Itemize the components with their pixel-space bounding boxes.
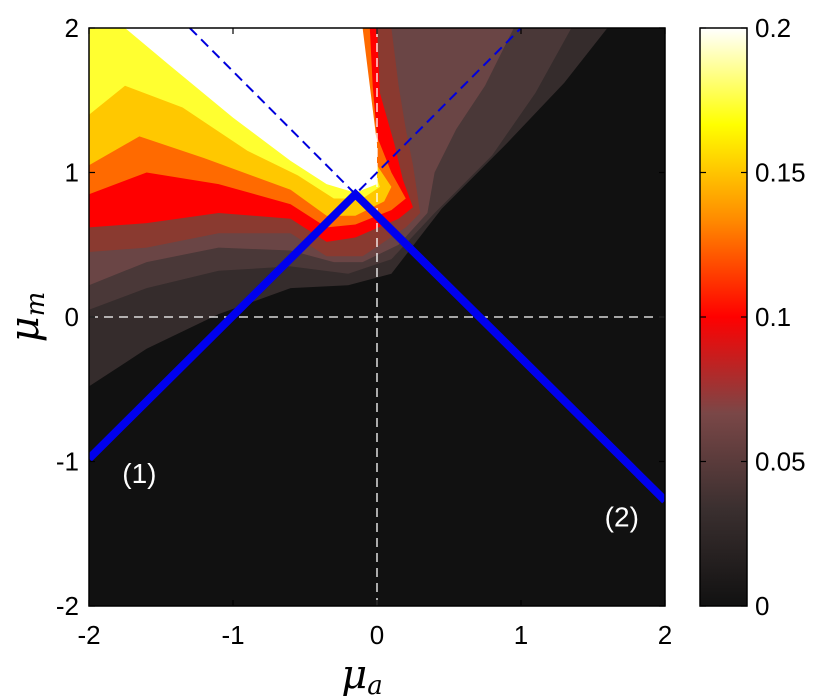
phase-boundary-line-0 [89,188,665,504]
reference-lines [89,28,665,606]
x-axis-label: μa [341,652,383,696]
y-tick-label-3: 1 [65,158,79,188]
plot-area: (1) (2) [88,27,666,607]
annotation-label-1: (2) [605,502,639,533]
colorbar-tick-label-2: 0.1 [755,302,791,332]
x-tick-label-4: 2 [658,620,672,650]
colorbar-tick-label-0: 0 [755,591,769,621]
y-axis-label-sub: m [21,292,51,317]
colorbar-tick-label-3: 0.15 [755,158,806,188]
x-axis-ticks: -2 -1 0 1 2 [77,28,672,650]
colorbar-tick-label-4: 0.2 [755,13,791,43]
x-axis-label-main: μ [341,652,367,696]
y-tick-label-2: 0 [65,302,79,332]
phase-boundary-layer [89,188,665,504]
x-axis-label-sub: a [367,671,383,696]
y-axis-label: μm [2,292,51,343]
y-tick-label-1: -1 [56,447,79,477]
y-axis-label-main: μ [2,316,48,342]
colorbar-ticks: 0 0.05 0.1 0.15 0.2 [700,13,806,621]
y-tick-label-0: -2 [56,591,79,621]
svg-text:μm: μm [2,292,51,343]
colorbar: 0 0.05 0.1 0.15 0.2 [699,13,806,621]
dashed-boundary-line-0 [189,28,522,196]
y-tick-label-4: 2 [65,13,79,43]
x-tick-label-1: -1 [221,620,244,650]
annotation-layer: (1) (2) [122,458,639,532]
svg-text:μa: μa [341,652,383,696]
annotation-label-0: (1) [122,458,156,489]
x-tick-label-0: -2 [77,620,100,650]
contour-level-8 [125,28,377,193]
x-tick-label-2: 0 [370,620,384,650]
y-axis-ticks: -2 -1 0 1 2 [56,13,665,621]
colorbar-tick-label-1: 0.05 [755,447,806,477]
colorbar-gradient [700,28,747,606]
dashed-boundary-layer [189,28,522,196]
x-tick-label-3: 1 [514,620,528,650]
